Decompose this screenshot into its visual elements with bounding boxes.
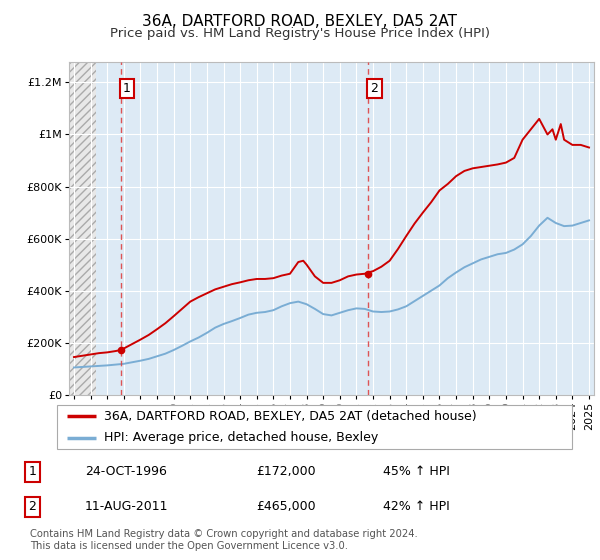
FancyBboxPatch shape bbox=[56, 405, 572, 449]
Text: £172,000: £172,000 bbox=[256, 465, 316, 478]
Text: Price paid vs. HM Land Registry's House Price Index (HPI): Price paid vs. HM Land Registry's House … bbox=[110, 27, 490, 40]
Bar bbox=[69, 62, 95, 395]
Text: 1: 1 bbox=[123, 82, 131, 95]
Text: £465,000: £465,000 bbox=[256, 500, 316, 514]
Text: 1: 1 bbox=[28, 465, 36, 478]
Text: 2: 2 bbox=[28, 500, 36, 514]
Text: 45% ↑ HPI: 45% ↑ HPI bbox=[383, 465, 449, 478]
Text: 42% ↑ HPI: 42% ↑ HPI bbox=[383, 500, 449, 514]
Text: 36A, DARTFORD ROAD, BEXLEY, DA5 2AT (detached house): 36A, DARTFORD ROAD, BEXLEY, DA5 2AT (det… bbox=[104, 409, 476, 423]
Text: HPI: Average price, detached house, Bexley: HPI: Average price, detached house, Bexl… bbox=[104, 431, 378, 445]
Text: Contains HM Land Registry data © Crown copyright and database right 2024.
This d: Contains HM Land Registry data © Crown c… bbox=[30, 529, 418, 551]
Text: 11-AUG-2011: 11-AUG-2011 bbox=[85, 500, 168, 514]
Text: 24-OCT-1996: 24-OCT-1996 bbox=[85, 465, 167, 478]
Text: 36A, DARTFORD ROAD, BEXLEY, DA5 2AT: 36A, DARTFORD ROAD, BEXLEY, DA5 2AT bbox=[143, 14, 458, 29]
Text: 2: 2 bbox=[371, 82, 379, 95]
